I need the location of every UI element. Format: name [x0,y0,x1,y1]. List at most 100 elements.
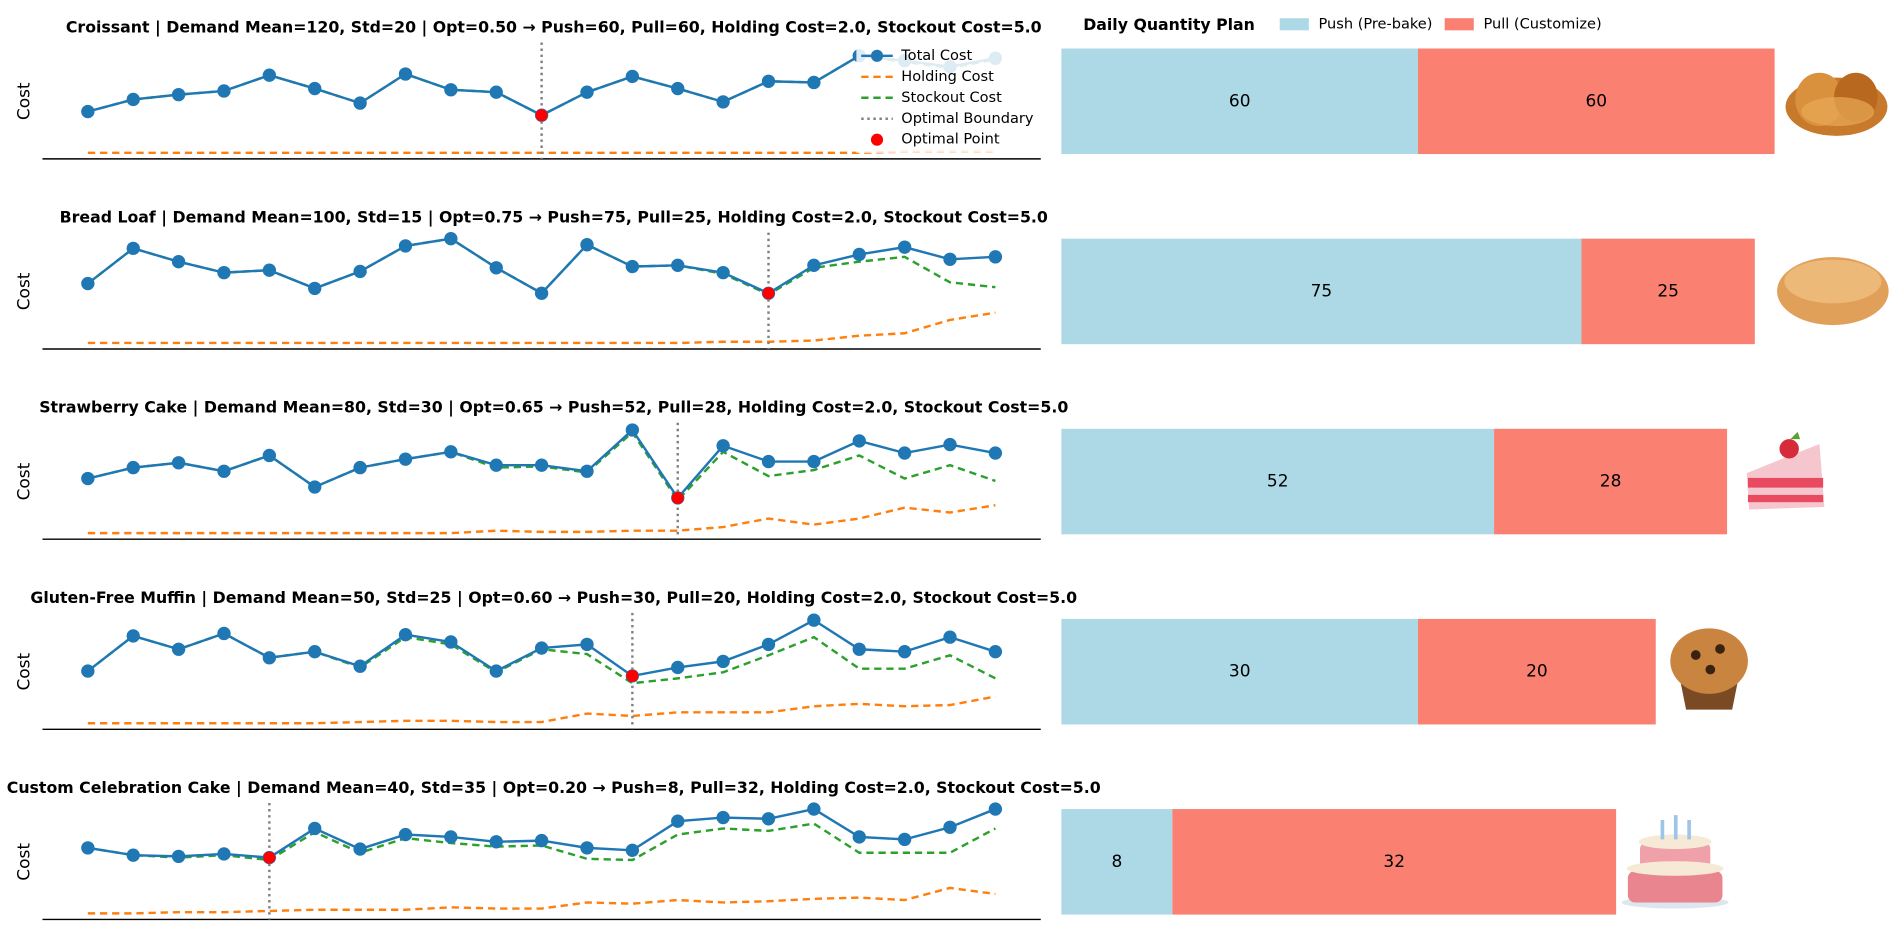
series-marker [580,841,593,854]
series-marker [353,842,366,855]
series-marker [762,455,775,468]
y-axis-label: Cost [14,272,34,310]
series-marker [716,95,729,108]
series-marker [172,456,185,469]
legend-marker [871,50,883,62]
bar-value-label: 30 [1229,662,1251,682]
bar-value-label: 60 [1229,91,1251,111]
subplot-title: Bread Loaf | Demand Mean=100, Std=15 | O… [60,208,1048,228]
series-marker [444,232,457,245]
series-marker [807,802,820,815]
series-line [88,313,996,343]
series-marker [399,628,412,641]
y-axis-label: Cost [14,462,34,500]
series-marker [535,641,548,654]
bar-value-label: 25 [1657,281,1679,301]
series-marker [172,850,185,863]
series-marker [943,438,956,451]
bar-value-label: 32 [1383,852,1405,872]
series-marker [444,635,457,648]
series-marker [263,264,276,277]
series-marker [127,848,140,861]
legend-marker [871,134,883,146]
series-marker [399,828,412,841]
legend-label: Total Cost [900,47,972,64]
y-axis-label: Cost [14,652,34,690]
series-marker [172,88,185,101]
optimal-point [263,852,275,864]
optimal-point [626,670,638,682]
legend-label: Optimal Boundary [901,110,1034,127]
series-marker [807,76,820,89]
series-marker [127,461,140,474]
series-marker [127,242,140,255]
series-marker [263,69,276,82]
series-marker [353,265,366,278]
series-line [88,505,996,533]
series-marker [172,255,185,268]
series-marker [671,259,684,272]
celebration-cake-image [1622,815,1729,908]
series-marker [989,250,1002,263]
series-marker [263,651,276,664]
series-marker [444,830,457,843]
series-marker [399,239,412,252]
series-marker [716,655,729,668]
bar-value-label: 8 [1111,852,1122,872]
optimal-point [536,109,548,121]
series-marker [853,434,866,447]
series-line [88,633,996,683]
legend-label: Pull (Customize) [1484,15,1602,32]
series-line [88,697,996,724]
series-marker [490,664,503,677]
series-marker [490,86,503,99]
bar-value-label: 75 [1311,281,1333,301]
series-marker [490,835,503,848]
series-marker [853,643,866,656]
bar-value-label: 60 [1586,91,1608,111]
series-marker [580,638,593,651]
bar-value-label: 52 [1267,472,1289,492]
series-marker [535,287,548,300]
series-marker [127,93,140,106]
optimal-point [672,492,684,504]
strawberry-cake-image [1747,432,1825,510]
legend-label: Stockout Cost [901,89,1002,106]
muffin-image [1670,628,1748,709]
series-marker [943,630,956,643]
series-marker [81,664,94,677]
series-marker [626,844,639,857]
series-marker [217,627,230,640]
y-axis-label: Cost [14,843,34,881]
series-marker [943,821,956,834]
series-marker [989,645,1002,658]
y-axis-label: Cost [14,82,34,120]
series-marker [671,815,684,828]
series-marker [943,253,956,266]
series-marker [490,261,503,274]
series-marker [626,260,639,273]
series-marker [308,645,321,658]
series-marker [81,105,94,118]
subplot-title: Gluten-Free Muffin | Demand Mean=50, Std… [30,588,1077,608]
series-marker [762,812,775,825]
series-marker [490,459,503,472]
series-marker [444,83,457,96]
series-marker [535,459,548,472]
subplot-title: Custom Celebration Cake | Demand Mean=40… [7,778,1101,798]
series-marker [444,445,457,458]
series-marker [308,480,321,493]
series-marker [898,240,911,253]
series-marker [127,629,140,642]
legend-swatch [1445,18,1474,30]
bar-value-label: 20 [1526,662,1548,682]
series-marker [217,84,230,97]
series-marker [762,75,775,88]
series-marker [81,472,94,485]
series-marker [217,465,230,478]
subplot-title: Croissant | Demand Mean=120, Std=20 | Op… [66,17,1042,37]
series-marker [308,82,321,95]
series-marker [353,660,366,673]
series-marker [580,86,593,99]
series-marker [535,834,548,847]
